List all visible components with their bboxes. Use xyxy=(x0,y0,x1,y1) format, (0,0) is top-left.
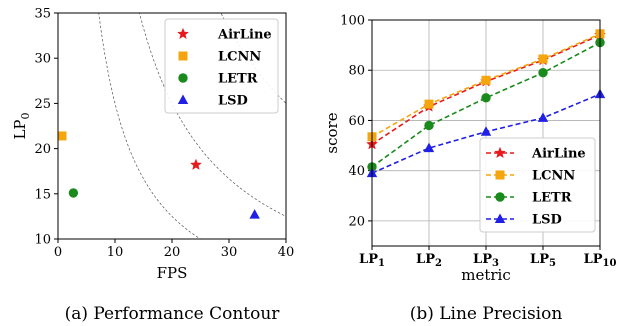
point-letr xyxy=(481,93,491,103)
legend-label: LSD xyxy=(218,94,248,109)
legend-marker-lcnn xyxy=(178,51,188,61)
y-tick-label: 15 xyxy=(34,187,51,202)
legend-label: LSD xyxy=(532,213,562,228)
data-points xyxy=(57,131,260,219)
x-tick-label: 40 xyxy=(278,245,295,260)
legend-label: LETR xyxy=(532,191,572,206)
y-tick-label: 10 xyxy=(34,233,51,248)
x-tick-label: LP10 xyxy=(584,252,617,269)
legend-marker-lcnn xyxy=(495,170,505,180)
x-tick-label-main: LP xyxy=(530,252,549,267)
x-tick-label: LP5 xyxy=(530,252,556,269)
legend-marker-airline xyxy=(177,27,189,40)
series-line-lcnn xyxy=(371,33,601,138)
point-lsd xyxy=(249,209,260,219)
point-letr xyxy=(538,68,548,78)
point-letr xyxy=(424,120,434,131)
caption: (b) Line Precision xyxy=(410,304,563,324)
point-lsd xyxy=(423,142,435,153)
series-line-letr xyxy=(371,41,601,168)
x-tick-label-main: LP xyxy=(584,252,603,267)
legend-box xyxy=(164,18,279,114)
y-tick-label: 35 xyxy=(34,7,51,22)
x-tick-label-subscript: 10 xyxy=(603,258,617,269)
legend-label: AirLine xyxy=(531,147,586,162)
legend-label: AirLine xyxy=(217,28,272,43)
contour-line xyxy=(98,13,202,239)
x-tick-label-main: LP xyxy=(473,252,492,267)
x-tick-label-subscript: 1 xyxy=(378,258,385,269)
x-tick-label-subscript: 3 xyxy=(492,258,499,269)
y-tick-label: 30 xyxy=(34,52,51,67)
legend-label: LCNN xyxy=(218,50,261,65)
point-airline xyxy=(189,158,202,170)
x-tick-label: 0 xyxy=(54,245,62,260)
legend: AirLine LCNN LETR LSD xyxy=(164,18,279,114)
y-tick-label: 100 xyxy=(340,14,365,29)
caption: (a) Performance Contour xyxy=(65,304,281,324)
x-tick-label: LP1 xyxy=(359,252,385,269)
x-axis-label: metric xyxy=(461,266,511,284)
legend-marker-letr xyxy=(178,73,188,83)
y-tick-label: 60 xyxy=(348,114,365,129)
y-tick-label: 40 xyxy=(348,164,365,179)
x-tick-label: 20 xyxy=(164,245,181,260)
y-tick-label: 80 xyxy=(348,64,365,79)
point-lcnn xyxy=(57,131,67,141)
y-axis-label-subscript: 0 xyxy=(19,112,32,119)
x-tick-label: 10 xyxy=(107,245,124,260)
x-tick-label: 30 xyxy=(221,245,238,260)
legend-marker-lsd xyxy=(494,213,506,223)
x-tick-label: LP2 xyxy=(416,252,442,269)
legend-marker-airline xyxy=(494,146,506,159)
point-lsd xyxy=(480,126,492,136)
y-tick-label: 20 xyxy=(34,142,51,157)
point-lcnn xyxy=(481,75,491,85)
x-tick-label-subscript: 2 xyxy=(435,258,442,269)
y-tick-label: 25 xyxy=(34,97,51,112)
legend-label: LCNN xyxy=(532,169,575,184)
point-lcnn xyxy=(538,54,548,64)
point-letr xyxy=(68,188,79,198)
legend-box xyxy=(479,137,596,233)
point-lsd xyxy=(537,112,549,122)
x-tick-label-main: LP xyxy=(359,252,378,267)
plot-frame xyxy=(371,19,601,247)
y-axis-label: score xyxy=(323,112,341,153)
x-axis-label: FPS xyxy=(157,264,188,282)
y-tick-label: 20 xyxy=(348,214,365,229)
legend: AirLine LCNN LETR LSD xyxy=(479,137,596,233)
x-tick-label-subscript: 5 xyxy=(549,258,556,269)
point-lcnn xyxy=(424,99,434,109)
plot-frame xyxy=(57,12,287,240)
x-tick-label: LP3 xyxy=(473,252,499,269)
legend-marker-lsd xyxy=(177,94,189,104)
y-axis-label: LP0 xyxy=(11,112,32,139)
legend-label: LETR xyxy=(218,72,258,87)
x-tick-label-main: LP xyxy=(416,252,435,267)
legend-marker-letr xyxy=(495,192,505,202)
